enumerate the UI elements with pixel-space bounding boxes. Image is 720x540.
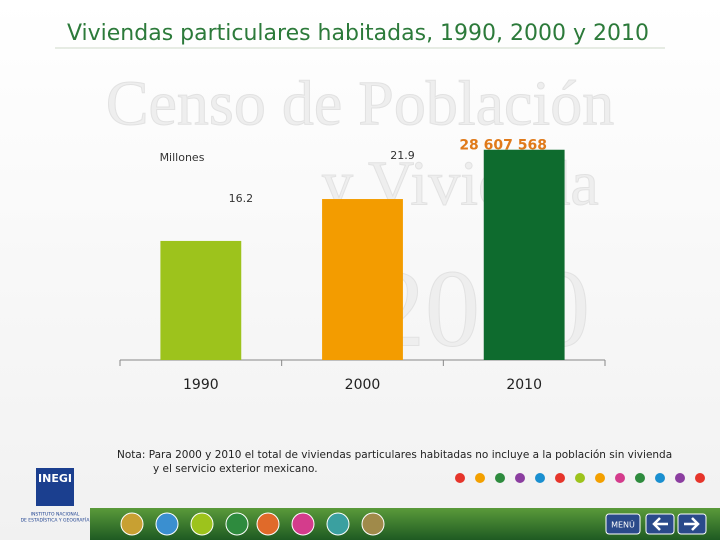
bar: [322, 199, 403, 360]
person: [495, 473, 505, 483]
icon[interactable]: [256, 512, 280, 536]
person: [455, 473, 465, 483]
menu-label[interactable]: MENÚ: [611, 519, 635, 530]
x-tick-label: 2010: [506, 377, 542, 393]
institute: DE ESTADÍSTICA Y GEOGRAFÍA: [21, 517, 91, 524]
person: [515, 473, 525, 483]
note: y el servicio exterior mexicano.: [153, 463, 318, 475]
person: [535, 473, 545, 483]
person: [655, 473, 665, 483]
value-label: 16.2: [229, 192, 254, 205]
x-tick-label: 2000: [345, 377, 381, 393]
prev-arrow[interactable]: [652, 517, 668, 531]
value-label: 28 607 568: [459, 138, 547, 154]
person: [615, 473, 625, 483]
institute: INSTITUTO NACIONAL: [31, 512, 80, 518]
chart-title: Viviendas particulares habitadas, 1990, …: [67, 21, 649, 46]
icon[interactable]: [326, 512, 350, 536]
bar: [483, 149, 565, 360]
person: [595, 473, 605, 483]
note: Nota: Para 2000 y 2010 el total de vivie…: [117, 449, 672, 461]
logo-text: INEGI: [38, 472, 72, 485]
icon[interactable]: [190, 512, 214, 536]
value-label: 21.9: [390, 149, 415, 162]
y-axis-label: Millones: [160, 151, 205, 164]
person: [475, 473, 485, 483]
icon[interactable]: [120, 512, 144, 536]
person: [555, 473, 565, 483]
x-tick-label: 1990: [183, 377, 219, 393]
bar: [160, 240, 242, 360]
next-arrow[interactable]: [684, 517, 700, 531]
person: [635, 473, 645, 483]
icon[interactable]: [361, 512, 385, 536]
icon[interactable]: [291, 512, 315, 536]
person: [575, 473, 585, 483]
logo-box: [36, 468, 74, 506]
section-icons: [120, 512, 385, 536]
watermark-text: Censo de Población: [106, 68, 614, 139]
people: [455, 473, 705, 483]
person: [695, 473, 705, 483]
icon[interactable]: [225, 512, 249, 536]
icon[interactable]: [155, 512, 179, 536]
menu-button[interactable]: [605, 513, 641, 535]
footer: INEGI INSTITUTO NACIONAL DE ESTADÍSTICA …: [21, 468, 720, 540]
person: [675, 473, 685, 483]
